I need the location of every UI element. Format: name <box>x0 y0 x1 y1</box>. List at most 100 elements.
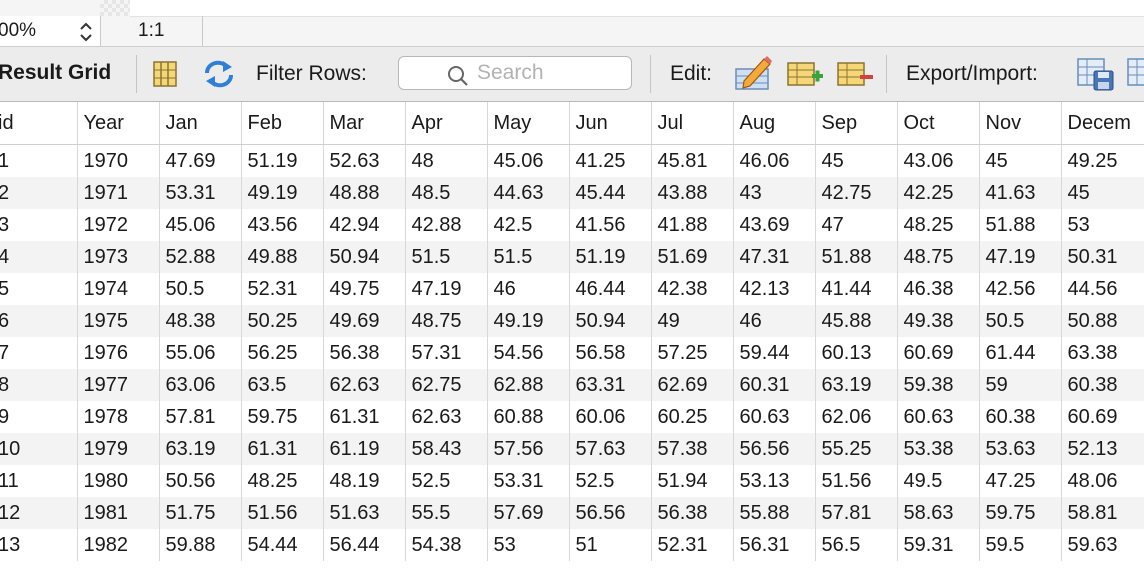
table-row[interactable]: 2 1971 53.31 49.19 48.88 48.5 44.63 45.44 43.88 4… <box>0 177 1144 209</box>
table-cell[interactable]: 59.38 <box>897 369 980 401</box>
column-header-decem[interactable]: Decem <box>1061 102 1144 145</box>
table-cell[interactable]: 43.06 <box>897 144 980 177</box>
table-cell[interactable]: 46 <box>733 305 816 337</box>
table-cell[interactable]: 47.19 <box>979 241 1062 273</box>
table-cell[interactable]: 60.63 <box>733 401 816 433</box>
table-cell[interactable]: 60.88 <box>487 401 570 433</box>
table-cell[interactable]: 53.63 <box>979 433 1062 465</box>
table-cell[interactable]: 13 <box>0 529 78 561</box>
table-cell[interactable]: 1982 <box>77 529 160 561</box>
table-row[interactable]: 4 1973 52.88 49.88 50.94 51.5 51.5 51.19 51.69 47… <box>0 241 1144 273</box>
table-cell[interactable]: 41.56 <box>569 209 652 241</box>
table-cell[interactable]: 50.88 <box>1061 305 1144 337</box>
table-cell[interactable]: 43.69 <box>733 209 816 241</box>
table-cell[interactable]: 42.88 <box>405 209 488 241</box>
table-cell[interactable]: 51.75 <box>159 497 242 529</box>
table-cell[interactable]: 60.63 <box>897 401 980 433</box>
table-row[interactable]: 5 1974 50.5 52.31 49.75 47.19 46 46.44 42.38 42.1… <box>0 273 1144 305</box>
table-cell[interactable]: 56.38 <box>323 337 406 369</box>
table-cell[interactable]: 63.19 <box>159 433 242 465</box>
table-cell[interactable]: 61.31 <box>323 401 406 433</box>
table-cell[interactable]: 48.38 <box>159 305 242 337</box>
table-cell[interactable]: 60.31 <box>733 369 816 401</box>
table-cell[interactable]: 57.63 <box>569 433 652 465</box>
table-cell[interactable]: 59.88 <box>159 529 242 561</box>
table-cell[interactable]: 45 <box>979 144 1062 177</box>
table-cell[interactable]: 1974 <box>77 273 160 305</box>
table-cell[interactable]: 42.13 <box>733 273 816 305</box>
table-cell[interactable]: 45 <box>1061 177 1144 209</box>
table-cell[interactable]: 63.38 <box>1061 337 1144 369</box>
column-header-aug[interactable]: Aug <box>733 102 816 145</box>
table-cell[interactable]: 51.5 <box>405 241 488 273</box>
table-cell[interactable]: 46.44 <box>569 273 652 305</box>
table-cell[interactable]: 41.44 <box>815 273 898 305</box>
table-cell[interactable]: 59.75 <box>241 401 324 433</box>
table-cell[interactable]: 51.56 <box>815 465 898 497</box>
table-cell[interactable]: 5 <box>0 273 78 305</box>
table-cell[interactable]: 47.31 <box>733 241 816 273</box>
table-cell[interactable]: 4 <box>0 241 78 273</box>
table-cell[interactable]: 47 <box>815 209 898 241</box>
table-cell[interactable]: 61.44 <box>979 337 1062 369</box>
table-cell[interactable]: 56.44 <box>323 529 406 561</box>
zoom-field[interactable]: 00% <box>0 16 101 46</box>
table-cell[interactable]: 1971 <box>77 177 160 209</box>
table-cell[interactable]: 42.75 <box>815 177 898 209</box>
table-cell[interactable]: 1977 <box>77 369 160 401</box>
table-cell[interactable]: 62.69 <box>651 369 734 401</box>
stepper-icon[interactable] <box>76 19 96 45</box>
table-cell[interactable]: 49.19 <box>241 177 324 209</box>
table-cell[interactable]: 57.81 <box>159 401 242 433</box>
table-row[interactable]: 1197047.6951.1952.634845.0641.2545.8146.… <box>0 144 1144 177</box>
table-cell[interactable]: 50.31 <box>1061 241 1144 273</box>
table-cell[interactable]: 6 <box>0 305 78 337</box>
table-cell[interactable]: 48.25 <box>241 465 324 497</box>
table-cell[interactable]: 1975 <box>77 305 160 337</box>
table-cell[interactable]: 51.5 <box>487 241 570 273</box>
table-cell[interactable]: 1 <box>0 144 78 177</box>
table-cell[interactable]: 60.25 <box>651 401 734 433</box>
table-cell[interactable]: 59.63 <box>1061 529 1144 561</box>
table-cell[interactable]: 49 <box>651 305 734 337</box>
table-cell[interactable]: 43.56 <box>241 209 324 241</box>
table-cell[interactable]: 49.19 <box>487 305 570 337</box>
table-cell[interactable]: 49.38 <box>897 305 980 337</box>
column-header-mar[interactable]: Mar <box>323 102 406 145</box>
table-cell[interactable]: 52.5 <box>569 465 652 497</box>
table-cell[interactable]: 1981 <box>77 497 160 529</box>
table-cell[interactable]: 48.5 <box>405 177 488 209</box>
table-cell[interactable]: 41.63 <box>979 177 1062 209</box>
table-cell[interactable]: 49.88 <box>241 241 324 273</box>
zoom-value[interactable]: 00% <box>0 20 37 41</box>
table-cell[interactable]: 60.06 <box>569 401 652 433</box>
table-cell[interactable]: 62.63 <box>323 369 406 401</box>
table-cell[interactable]: 42.5 <box>487 209 570 241</box>
table-cell[interactable]: 46.38 <box>897 273 980 305</box>
table-cell[interactable]: 57.81 <box>815 497 898 529</box>
table-cell[interactable]: 55.5 <box>405 497 488 529</box>
table-cell[interactable]: 56.38 <box>651 497 734 529</box>
table-cell[interactable]: 7 <box>0 337 78 369</box>
table-row[interactable]: 11 1980 50.56 48.25 48.19 52.5 53.31 52.5 51.94 5… <box>0 465 1144 497</box>
table-cell[interactable]: 45.44 <box>569 177 652 209</box>
export-icon[interactable] <box>1076 57 1116 91</box>
table-cell[interactable]: 54.44 <box>241 529 324 561</box>
add-row-icon[interactable] <box>786 59 824 89</box>
table-cell[interactable]: 56.25 <box>241 337 324 369</box>
table-cell[interactable]: 59 <box>979 369 1062 401</box>
table-cell[interactable]: 49.75 <box>323 273 406 305</box>
table-cell[interactable]: 47.19 <box>405 273 488 305</box>
table-cell[interactable]: 43 <box>733 177 816 209</box>
table-cell[interactable]: 60.13 <box>815 337 898 369</box>
table-cell[interactable]: 56.58 <box>569 337 652 369</box>
table-cell[interactable]: 47.69 <box>159 144 242 177</box>
table-cell[interactable]: 53 <box>487 529 570 561</box>
table-cell[interactable]: 48.75 <box>897 241 980 273</box>
table-cell[interactable]: 51.19 <box>241 144 324 177</box>
table-cell[interactable]: 52.63 <box>323 144 406 177</box>
table-cell[interactable]: 49.69 <box>323 305 406 337</box>
table-cell[interactable]: 50.56 <box>159 465 242 497</box>
table-cell[interactable]: 56.56 <box>733 433 816 465</box>
actual-size-button[interactable]: 1:1 <box>102 16 203 46</box>
